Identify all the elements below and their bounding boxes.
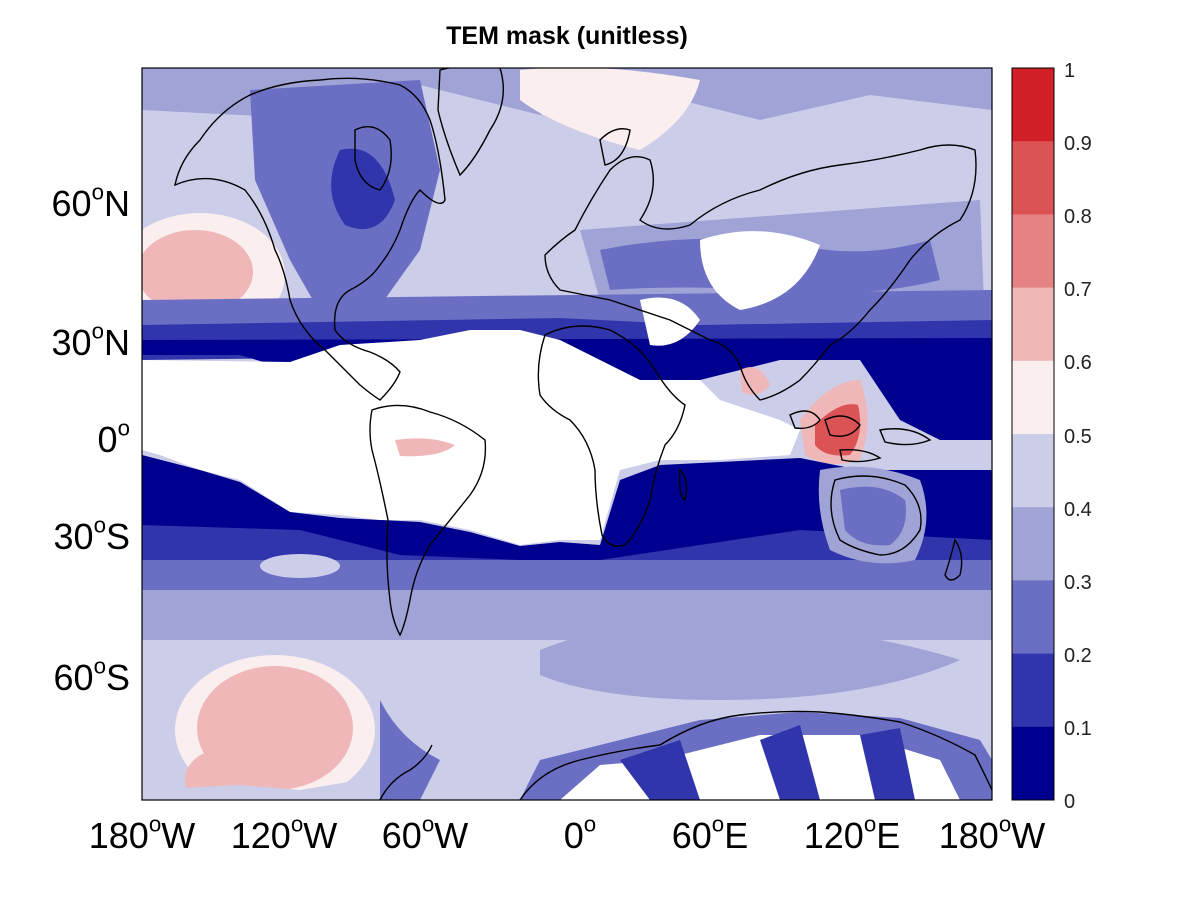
colorbar-label-0: 0 bbox=[1064, 791, 1076, 813]
colorbar-swatch bbox=[1012, 287, 1054, 362]
colorbar-swatch bbox=[1012, 214, 1054, 289]
x-tick-60w: 60oW bbox=[381, 811, 469, 856]
colorbar-label-0-3: 0.3 bbox=[1064, 572, 1092, 594]
x-tick-0: 0o bbox=[563, 811, 597, 856]
colorbar-swatch bbox=[1012, 653, 1054, 728]
colorbar-label-0-7: 0.7 bbox=[1064, 279, 1092, 301]
colorbar-swatch bbox=[1012, 141, 1054, 215]
colorbar-swatch bbox=[1012, 726, 1054, 801]
colorbar bbox=[1012, 68, 1054, 801]
x-tick-120e: 120oE bbox=[803, 811, 901, 856]
y-tick-0: 0o bbox=[97, 415, 130, 460]
colorbar-label-0-6: 0.6 bbox=[1064, 352, 1092, 374]
colorbar-label-0-2: 0.2 bbox=[1064, 645, 1092, 667]
x-tick-180w-left: 180oW bbox=[88, 811, 196, 856]
colorbar-label-0-9: 0.9 bbox=[1064, 133, 1092, 155]
x-tick-60e: 60oE bbox=[671, 811, 749, 856]
y-tick-30s: 30oS bbox=[53, 512, 130, 557]
tem-mask-field bbox=[142, 68, 992, 800]
colorbar-label-1: 1 bbox=[1064, 60, 1076, 82]
x-tick-180w-right: 180oW bbox=[938, 811, 1046, 856]
coastlines bbox=[174, 68, 992, 800]
y-tick-60s: 60oS bbox=[53, 653, 130, 698]
arctic-pale bbox=[520, 68, 700, 150]
colorbar-label-0-4: 0.4 bbox=[1064, 499, 1092, 521]
colorbar-label-0-1: 0.1 bbox=[1064, 718, 1092, 740]
colorbar-swatch bbox=[1012, 68, 1054, 142]
colorbar-swatch bbox=[1012, 360, 1054, 435]
x-tick-120w: 120oW bbox=[230, 811, 338, 856]
colorbar-label-0-5: 0.5 bbox=[1064, 426, 1092, 448]
equatorial-white-band bbox=[142, 330, 800, 545]
y-tick-30n: 30oN bbox=[51, 318, 130, 363]
colorbar-frame bbox=[1011, 67, 1055, 801]
colorbar-label-0-8: 0.8 bbox=[1064, 206, 1092, 228]
plot-frame bbox=[141, 67, 993, 801]
map-title: TEM mask (unitless) bbox=[446, 22, 688, 50]
colorbar-swatch bbox=[1012, 434, 1054, 508]
colorbar-swatch bbox=[1012, 507, 1054, 581]
colorbar-swatch bbox=[1012, 580, 1054, 655]
y-tick-60n: 60oN bbox=[51, 179, 130, 224]
